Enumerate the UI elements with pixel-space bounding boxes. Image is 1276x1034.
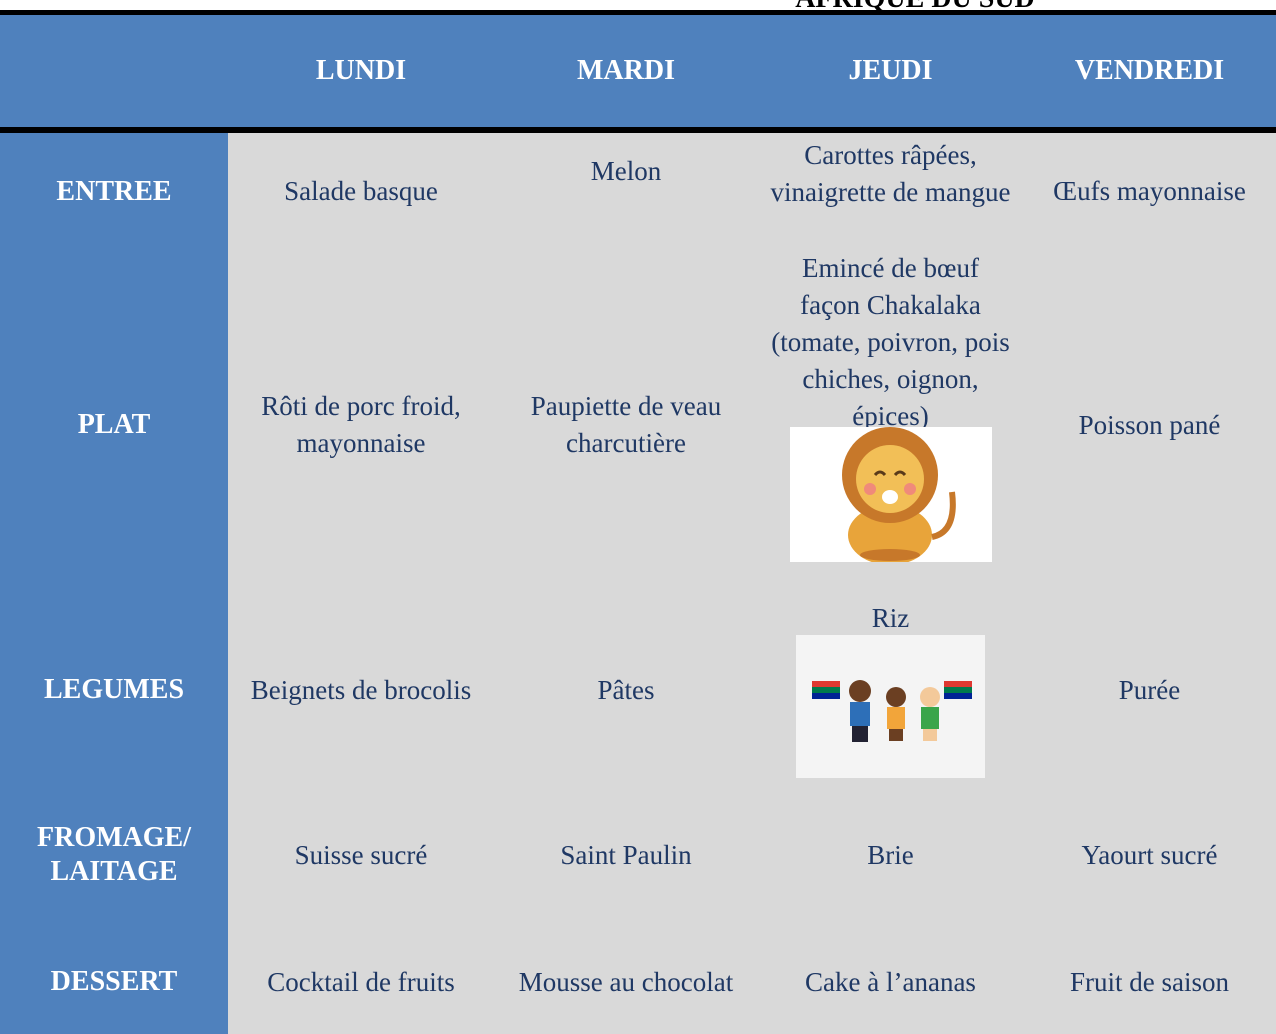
top-rule [0,10,1276,15]
row-label: FROMAGE/ LAITAGE [0,780,228,930]
menu-item: Fruit de saison [1023,930,1276,1034]
day-header: MARDI [494,15,758,127]
day-header: LUNDI [228,15,494,127]
menu-item: Paupiette de veau charcutière [494,250,758,600]
row-label: LEGUMES [0,600,228,780]
menu-item: Purée [1023,600,1276,780]
day-header: JEUDI [758,15,1023,127]
menu-item: Œufs mayonnaise [1023,133,1276,250]
menu-item: Yaourt sucré [1023,780,1276,930]
menu-item: Saint Paulin [494,780,758,930]
header-rule [0,127,1276,133]
menu-item: Melon [494,133,758,250]
menu-item: Cocktail de fruits [228,930,494,1034]
menu-item: Suisse sucré [228,780,494,930]
menu-item: Brie [758,780,1023,930]
lion-image [790,427,992,562]
row-label: ENTREE [0,133,228,250]
children-image [796,635,985,778]
day-header: VENDREDI [1023,15,1276,127]
menu-item: Mousse au chocolat [494,930,758,1034]
menu-item: Carottes râpées, vinaigrette de mangue [758,133,1023,250]
menu-item: Beignets de brocolis [228,600,494,780]
menu-item: Poisson pané [1023,250,1276,600]
row-label: DESSERT [0,930,228,1034]
menu-item: Rôti de porc froid, mayonnaise [228,250,494,600]
header-corner [0,15,228,127]
row-label: PLAT [0,250,228,600]
menu-item: Pâtes [494,600,758,780]
menu-item: Cake à l’ananas [758,930,1023,1034]
menu-item: Salade basque [228,133,494,250]
